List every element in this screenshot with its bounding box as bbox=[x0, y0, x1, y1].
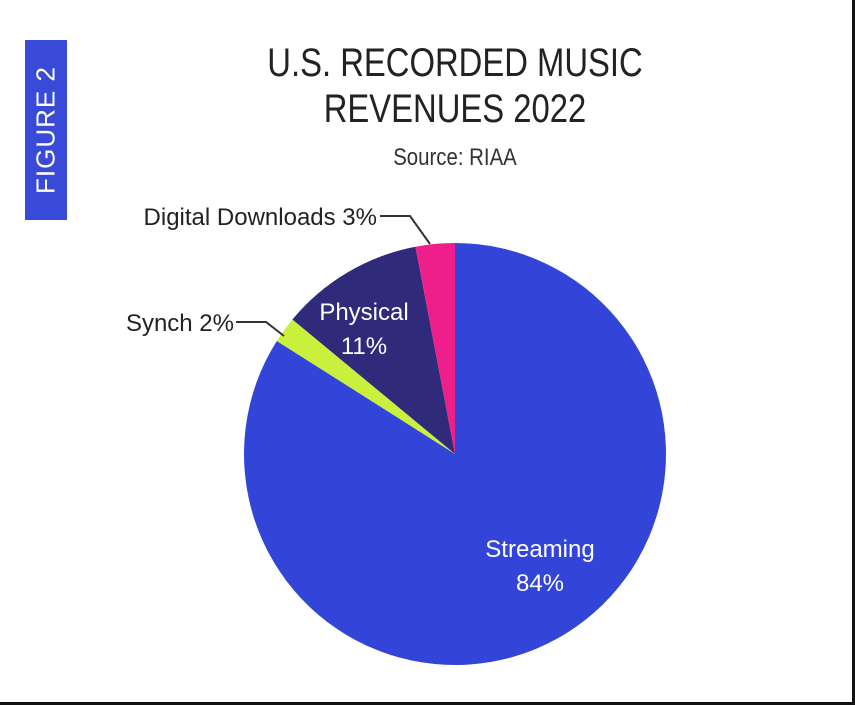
leader-line-digital-downloads bbox=[380, 215, 431, 245]
chart-title-line-1: U.S. RECORDED MUSIC bbox=[267, 41, 643, 85]
label-synch: Synch 2% bbox=[126, 310, 234, 337]
chart-subtitle: Source: RIAA bbox=[393, 144, 517, 171]
chart-title: U.S. RECORDED MUSIC REVENUES 2022 bbox=[246, 40, 664, 132]
label-streaming-value: 84% bbox=[516, 570, 564, 597]
leader-line-synch bbox=[236, 321, 285, 337]
pie-slice-streaming bbox=[244, 243, 667, 665]
frame-border-right bbox=[852, 0, 855, 705]
label-physical-name: Physical bbox=[319, 299, 408, 326]
label-physical-value: 11% bbox=[341, 333, 387, 360]
label-streaming-name: Streaming bbox=[485, 536, 594, 563]
pie-slice-physical bbox=[292, 246, 455, 454]
label-digital-downloads: Digital Downloads 3% bbox=[144, 204, 377, 231]
figure-badge: FIGURE 2 bbox=[25, 40, 67, 220]
chart-title-line-2: REVENUES 2022 bbox=[323, 87, 587, 131]
pie-slice-digital-downloads bbox=[415, 243, 455, 454]
pie-slice-synch bbox=[276, 319, 455, 454]
frame-border-bottom bbox=[0, 702, 855, 705]
